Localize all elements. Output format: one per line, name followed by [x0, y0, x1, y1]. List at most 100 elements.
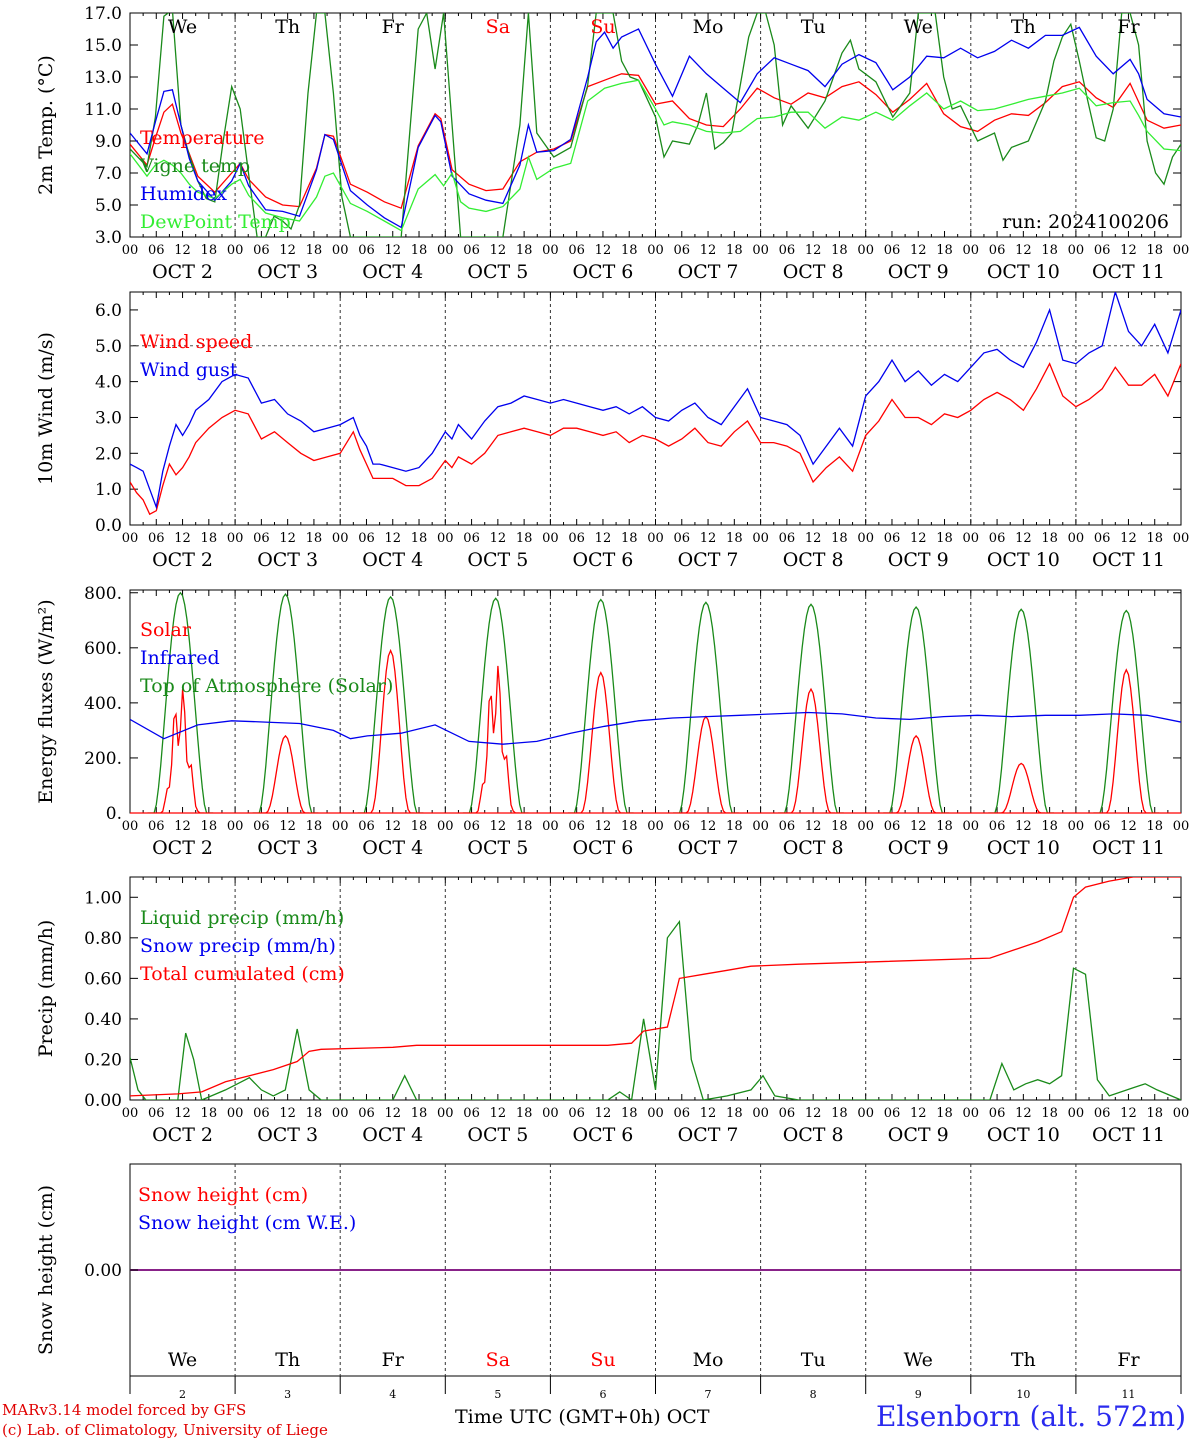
y-tick-label: 1.0: [95, 480, 122, 500]
hour-tick-label: 00: [963, 531, 980, 546]
hour-tick-label: 12: [700, 819, 717, 834]
meteogram: 00 06 12 18 00 06 12 18 00 06 12 18 00 06 12 18 00 06 12 18…: [35, 4, 1190, 1400]
hour-tick-label: 06: [989, 1106, 1006, 1121]
hour-tick-label: 18: [726, 531, 743, 546]
day-number-label: 10: [1016, 1388, 1030, 1400]
hour-tick-label: 06: [358, 531, 375, 546]
hour-tick-label: 00: [227, 1106, 244, 1121]
hour-tick-label: 00: [1068, 243, 1085, 258]
hour-tick-label: 18: [1146, 531, 1163, 546]
hour-tick-label: 06: [463, 819, 480, 834]
legend-vigne-temp: Vigne temp: [139, 155, 250, 177]
plot-frame-fluxes: [129, 589, 1182, 814]
y-tick-label: 9.0: [95, 132, 122, 152]
y-tick-label: 15.0: [84, 36, 122, 56]
hour-tick-label: 12: [700, 1106, 717, 1121]
date-label: OCT 4: [362, 837, 423, 859]
series-top-of-atmosphere-solar: [778, 603, 844, 813]
weekday-label: Fr: [382, 1349, 405, 1371]
y-tick-label: 3.0: [95, 228, 122, 248]
series-solar: [892, 734, 941, 813]
date-label: OCT 7: [678, 549, 739, 571]
series-top-of-atmosphere-solar: [252, 592, 319, 813]
date-label: OCT 8: [783, 837, 844, 859]
hour-tick-label: 06: [148, 1106, 165, 1121]
series-vigne-temp: [130, 13, 1181, 237]
hour-tick-label: 18: [1041, 819, 1058, 834]
hour-tick-label: 00: [752, 243, 769, 258]
y-tick-label: 400.: [84, 694, 122, 714]
date-label: OCT 6: [572, 837, 633, 859]
hour-tick-label: 06: [884, 531, 901, 546]
y-tick-label: 0.20: [84, 1050, 122, 1070]
hour-tick-label: 00: [437, 1106, 454, 1121]
hour-tick-label: 18: [411, 1106, 428, 1121]
hour-tick-label: 18: [831, 819, 848, 834]
hour-tick-label: 06: [884, 243, 901, 258]
site-name: Elsenborn (alt. 572m): [875, 1400, 1186, 1433]
date-label: OCT 2: [152, 261, 213, 283]
hour-tick-label: 18: [621, 819, 638, 834]
hour-tick-label: 12: [279, 1106, 296, 1121]
hour-tick-label: 18: [306, 819, 323, 834]
y-tick-label: 800.: [84, 584, 122, 604]
hour-tick-label: 00: [857, 531, 874, 546]
hour-tick-label: 00: [122, 531, 139, 546]
hour-tick-label: 18: [201, 1106, 218, 1121]
y-tick-label: 200.: [84, 749, 122, 769]
hour-tick-label: 06: [674, 1106, 691, 1121]
series-solar: [576, 671, 625, 813]
series-solar: [786, 687, 835, 813]
day-number-label: 8: [810, 1388, 817, 1400]
hour-tick-label: 18: [1041, 243, 1058, 258]
hour-tick-label: 00: [122, 819, 139, 834]
series-humidex: [130, 26, 1181, 229]
hour-tick-label: 06: [568, 1106, 585, 1121]
weekday-label: Tu: [801, 1349, 826, 1371]
legend-humidex: Humidex: [140, 183, 227, 205]
y-axis-label: Energy fluxes (W/m²): [35, 599, 57, 803]
hour-tick-label: 18: [936, 819, 953, 834]
hour-tick-label: 18: [621, 531, 638, 546]
hour-tick-label: 18: [201, 243, 218, 258]
day-number-label: 7: [705, 1388, 712, 1400]
hour-tick-label: 06: [674, 819, 691, 834]
hour-tick-label: 00: [542, 1106, 559, 1121]
time-axis-title: Time UTC (GMT+0h) OCT: [455, 1406, 710, 1428]
date-label: OCT 9: [888, 261, 949, 283]
date-label: OCT 4: [362, 1124, 423, 1146]
series-top-of-atmosphere-solar: [673, 601, 739, 813]
series-solar: [997, 762, 1046, 813]
legend-snow-height-cm-: Snow height (cm): [138, 1184, 308, 1206]
hour-tick-label: 12: [490, 531, 507, 546]
y-axis-label: 2m Temp. (°C): [35, 55, 57, 195]
y-axis-label: Precip (mm/h): [35, 920, 57, 1058]
weekday-label: Th: [275, 16, 300, 38]
y-axis-label: Snow height (cm): [35, 1185, 57, 1355]
hour-tick-label: 18: [831, 243, 848, 258]
hour-tick-label: 00: [1173, 531, 1190, 546]
hour-tick-label: 18: [1146, 819, 1163, 834]
y-tick-label: 11.0: [84, 100, 122, 120]
hour-tick-label: 06: [989, 819, 1006, 834]
date-label: OCT 11: [1092, 1124, 1165, 1146]
hour-tick-label: 00: [1068, 1106, 1085, 1121]
hour-tick-label: 00: [1173, 819, 1190, 834]
series-top-of-atmosphere-solar: [147, 591, 214, 813]
day-number-label: 5: [494, 1388, 501, 1400]
hour-tick-label: 00: [857, 819, 874, 834]
hour-tick-label: 06: [358, 1106, 375, 1121]
hour-tick-label: 12: [490, 819, 507, 834]
date-label: OCT 11: [1092, 837, 1165, 859]
hour-tick-label: 18: [201, 531, 218, 546]
date-label: OCT 4: [362, 549, 423, 571]
y-tick-label: 7.0: [95, 164, 122, 184]
hour-tick-label: 12: [1120, 819, 1137, 834]
hour-tick-label: 00: [542, 531, 559, 546]
hour-tick-label: 12: [174, 819, 191, 834]
weekday-label: We: [904, 16, 933, 38]
hour-tick-label: 18: [936, 1106, 953, 1121]
weekday-label: Sa: [486, 16, 510, 38]
date-label: OCT 2: [152, 1124, 213, 1146]
date-label: OCT 5: [467, 261, 528, 283]
